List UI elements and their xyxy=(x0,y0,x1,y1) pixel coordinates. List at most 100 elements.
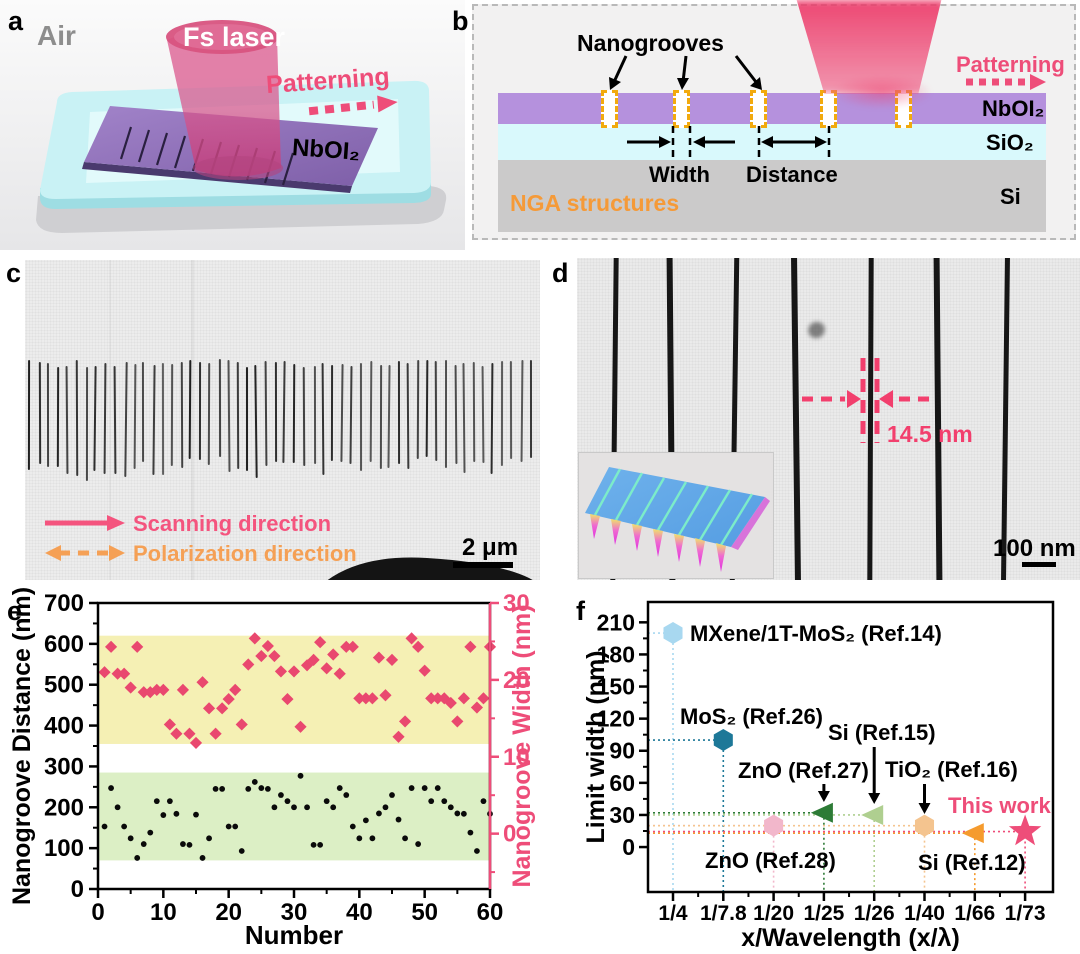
panel-e-letter: e xyxy=(7,596,23,626)
data-point-distance xyxy=(101,823,108,830)
width-measurement xyxy=(802,358,929,443)
data-point-distance xyxy=(323,798,330,805)
y-axis-title: Limit width (nm) xyxy=(582,650,610,843)
x-tick-label: 1/66 xyxy=(954,902,995,925)
data-point-distance xyxy=(127,835,134,842)
data-point-distance xyxy=(434,785,441,791)
data-point-distance xyxy=(225,823,232,830)
x-axis-title: x/Wavelength (x/λ) xyxy=(741,924,960,952)
data-point-width xyxy=(216,702,229,715)
data-point-distance xyxy=(258,785,265,791)
data-point-distance xyxy=(428,798,435,805)
annotation-arrowhead-icon xyxy=(868,793,881,804)
laser-top-inner xyxy=(174,24,270,50)
data-point-distance xyxy=(336,785,343,791)
scalebar-label-c: 2 μm xyxy=(462,534,518,561)
panel-c: Scanning direction Polarization directio… xyxy=(25,260,540,580)
x-tick-label: 1/26 xyxy=(854,902,895,925)
panel-d: 14.5 nm 100 nm xyxy=(577,258,1080,580)
data-point-distance xyxy=(369,835,376,842)
data-point-distance xyxy=(271,804,278,811)
data-point-distance xyxy=(147,829,154,836)
y-tick-label: 120 xyxy=(597,706,635,732)
x-tick-label: 1/4 xyxy=(658,902,688,925)
scanning-arrowhead-icon xyxy=(107,515,125,531)
point-label: ZnO (Ref.27) xyxy=(738,758,869,783)
nbio2-layer xyxy=(498,93,1046,124)
nbio2-label: NbOI₂ xyxy=(291,134,361,166)
y-left-tick-label: 600 xyxy=(44,631,84,658)
point-label: ZnO (Ref.28) xyxy=(705,848,836,873)
polarization-label: Polarization direction xyxy=(133,541,357,566)
data-point-distance xyxy=(199,855,206,861)
data-point-width xyxy=(235,718,248,731)
data-point-distance xyxy=(317,841,324,848)
laser-beam-glow xyxy=(812,68,952,116)
data-point-distance xyxy=(121,823,128,830)
data-point-distance xyxy=(238,848,245,854)
data-point-width xyxy=(202,702,216,715)
x-tick-label: 20 xyxy=(215,899,242,926)
chart-limit-width-comparison: MXene/1T-MoS₂ (Ref.14) MoS₂ (Ref.26) ZnO (… xyxy=(582,600,1055,952)
data-point-distance xyxy=(395,816,402,823)
patterning-arrowhead-icon xyxy=(1030,74,1046,90)
y-right-tick-label: 30 xyxy=(503,590,530,617)
data-point-width xyxy=(209,727,222,740)
data-point-width xyxy=(418,664,431,677)
distance-annotation xyxy=(757,126,831,158)
data-point-distance xyxy=(166,798,173,805)
data-point-width xyxy=(189,736,203,750)
x-tick-label: 1/40 xyxy=(904,902,945,925)
nanogrooves-label: Nanogrooves xyxy=(577,30,724,56)
panel-e: 0 100 200 300 400 500 600 700 0 10 20 30 0 10 20 30 40 50… xyxy=(0,580,540,954)
data-point-width xyxy=(281,693,294,706)
y-right-axis-title: Nanogroove Width (nm) xyxy=(508,604,536,887)
data-point-distance xyxy=(310,841,317,848)
point-label: MoS₂ (Ref.26) xyxy=(680,704,823,729)
afm-ridges xyxy=(593,468,754,546)
panel-f-letter: f xyxy=(576,596,585,626)
x-tick-label: 1/20 xyxy=(753,902,794,925)
data-point-distance xyxy=(140,841,147,847)
data-point-distance xyxy=(460,810,467,817)
sio2-layer-label: SiO₂ xyxy=(986,130,1034,155)
si-layer-label: Si xyxy=(1000,184,1021,209)
data-point-distance xyxy=(467,829,474,836)
y-tick-label: 0 xyxy=(622,834,635,860)
polarization-arrowhead-right-icon xyxy=(109,545,125,561)
measurement-label: 14.5 nm xyxy=(887,421,973,447)
data-point-distance xyxy=(474,848,480,854)
data-point-hexagon xyxy=(764,814,784,837)
data-point-hexagon xyxy=(914,814,935,837)
nga-structures-label: NGA structures xyxy=(510,190,680,216)
x-tick-label: 40 xyxy=(346,899,373,926)
data-point-distance xyxy=(108,785,114,791)
data-point-distance xyxy=(264,786,271,792)
x-tick-label: 1/73 xyxy=(1005,902,1046,925)
data-point-width xyxy=(170,727,183,740)
y-left-tick-label: 500 xyxy=(44,672,84,699)
patterning-arrowhead-icon xyxy=(377,95,398,113)
point-label: Si (Ref.12) xyxy=(918,850,1026,875)
x-tick-label: 50 xyxy=(411,899,438,926)
distance-label: Distance xyxy=(746,162,838,187)
panel-d-annotations: 14.5 nm 100 nm xyxy=(802,358,1076,567)
data-point-distance xyxy=(421,785,428,791)
data-point-distance xyxy=(153,798,160,805)
annotation-arrowhead-icon xyxy=(817,791,830,802)
data-point-distance xyxy=(441,798,448,805)
y-tick-label: 60 xyxy=(609,770,635,796)
panel-c-annotations: Scanning direction Polarization directio… xyxy=(45,511,533,580)
afm-3d-view xyxy=(585,467,770,572)
nanogroove-arrows xyxy=(609,55,762,90)
x-tick-label: 0 xyxy=(91,899,104,926)
y-left-axis-title: Nanogroove Distance (nm) xyxy=(8,587,36,905)
data-point-distance xyxy=(173,810,180,817)
x-tick-label: 60 xyxy=(477,899,504,926)
data-point-distance xyxy=(291,804,297,811)
point-label: MXene/1T-MoS₂ (Ref.14) xyxy=(690,621,942,646)
y-left-tick-label: 400 xyxy=(44,713,84,740)
scalebar-d xyxy=(1022,562,1056,567)
nanogroove-2 xyxy=(673,90,690,128)
y-left-tick-label: 200 xyxy=(44,794,84,821)
